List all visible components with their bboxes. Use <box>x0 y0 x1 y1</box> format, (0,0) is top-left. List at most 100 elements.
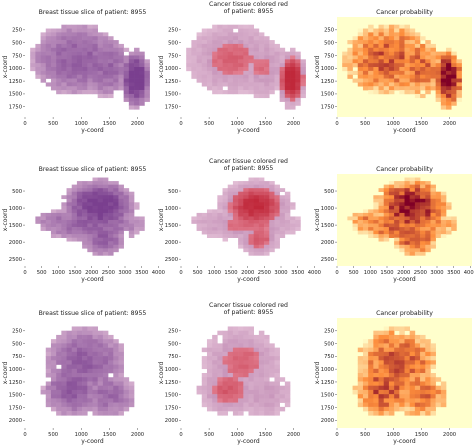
heatmap-cell <box>435 402 442 408</box>
heatmap-cell <box>45 74 52 79</box>
heatmap-cell <box>357 377 364 382</box>
heatmap-cell <box>238 334 244 340</box>
heatmap-cell <box>394 191 400 196</box>
heatmap-cell <box>87 74 93 79</box>
heatmap-cell <box>248 398 254 403</box>
x-tick-label: 4000 <box>464 270 474 276</box>
heatmap-cell <box>378 406 385 412</box>
heatmap-cell <box>383 343 390 348</box>
heatmap-cell <box>238 82 244 87</box>
heatmap-cell <box>342 51 348 56</box>
heatmap-cell <box>113 406 119 412</box>
heatmap-cell <box>76 326 83 331</box>
heatmap-cell <box>409 398 416 403</box>
heatmap-cell <box>243 402 249 408</box>
y-tick-label: 1000 <box>9 367 22 373</box>
heatmap-cell <box>40 74 47 79</box>
heatmap-cell <box>373 389 379 395</box>
heatmap-cell <box>253 377 260 382</box>
heatmap-cell <box>373 334 379 340</box>
heatmap-cell <box>368 74 374 79</box>
heatmap-cell <box>134 51 140 56</box>
heatmap-cell <box>113 230 119 235</box>
heatmap-cell <box>222 51 229 56</box>
heatmap-cell <box>425 241 431 246</box>
heatmap-cell <box>451 93 457 99</box>
heatmap-cell <box>456 86 462 91</box>
heatmap-cell <box>71 74 78 79</box>
heatmap-cell <box>388 67 395 72</box>
heatmap-cell <box>357 63 364 68</box>
heatmap-cell <box>222 212 229 217</box>
heatmap-cell <box>40 40 47 45</box>
heatmap-cell <box>425 184 431 189</box>
heatmap-cell <box>232 227 239 231</box>
heatmap-cell <box>61 51 67 56</box>
heatmap-cell <box>440 389 447 395</box>
heatmap-cell <box>71 411 78 416</box>
heatmap-cell <box>378 216 385 221</box>
heatmap-cell <box>362 55 369 60</box>
heatmap-cell <box>399 351 405 357</box>
heatmap-cell <box>440 223 447 228</box>
heatmap-cell <box>45 59 52 64</box>
heatmap-cell <box>409 55 416 60</box>
heatmap-cell <box>430 234 436 238</box>
heatmap-cell <box>383 334 390 340</box>
heatmap-cell <box>425 70 431 75</box>
heatmap-cell <box>238 59 244 64</box>
heatmap-cell <box>274 398 280 403</box>
heatmap-cell <box>279 70 286 75</box>
y-tick-label: 500 <box>12 189 22 195</box>
heatmap-cell <box>108 47 114 52</box>
heatmap-cell <box>61 411 67 416</box>
heatmap-cell <box>118 205 124 210</box>
heatmap-cell <box>196 389 203 395</box>
heatmap-cell <box>435 377 442 382</box>
heatmap-cell <box>66 406 73 412</box>
heatmap-cell <box>243 385 249 391</box>
heatmap-cell <box>420 220 426 224</box>
heatmap-cell <box>264 205 270 210</box>
heatmap-cell <box>227 230 234 235</box>
heatmap-cell <box>420 227 426 231</box>
heatmap-cell <box>430 356 436 361</box>
heatmap-cell <box>253 402 260 408</box>
heatmap-cell <box>347 216 353 221</box>
heatmap-cell <box>222 368 229 374</box>
heatmap-cell <box>102 237 109 242</box>
heatmap-cell <box>76 334 83 340</box>
heatmap-cell <box>61 360 67 365</box>
heatmap-cell <box>258 343 265 348</box>
heatmap-cell <box>446 230 452 235</box>
heatmap-cell <box>56 394 62 399</box>
heatmap-cell <box>61 385 67 391</box>
heatmap-cell <box>71 205 78 210</box>
heatmap-cell <box>394 188 400 192</box>
heatmap-cell <box>368 381 374 386</box>
heatmap-cell <box>388 381 395 386</box>
heatmap-cell <box>217 411 223 416</box>
heatmap-cell <box>440 212 447 217</box>
heatmap-cell <box>206 398 213 403</box>
heatmap-cell <box>394 339 400 344</box>
heatmap-cell <box>92 230 98 235</box>
y-tick-label: 1000 <box>165 367 178 373</box>
x-tick-label: 0 <box>179 270 182 276</box>
heatmap-cell <box>269 212 275 217</box>
heatmap-cell <box>56 373 62 378</box>
heatmap-cell <box>435 55 442 60</box>
heatmap-cell <box>238 195 244 200</box>
heatmap-cell <box>50 78 57 83</box>
heatmap-cell <box>102 74 109 79</box>
heatmap-cell <box>368 360 374 365</box>
heatmap-cell <box>82 70 88 75</box>
heatmap-cell <box>440 59 447 64</box>
heatmap-cell <box>399 86 405 91</box>
heatmap-cell <box>71 184 78 189</box>
heatmap-cell <box>274 381 280 386</box>
heatmap-cell <box>409 368 416 374</box>
heatmap-cell <box>451 220 457 224</box>
heatmap-cell <box>446 63 452 68</box>
heatmap-cell <box>212 78 218 83</box>
